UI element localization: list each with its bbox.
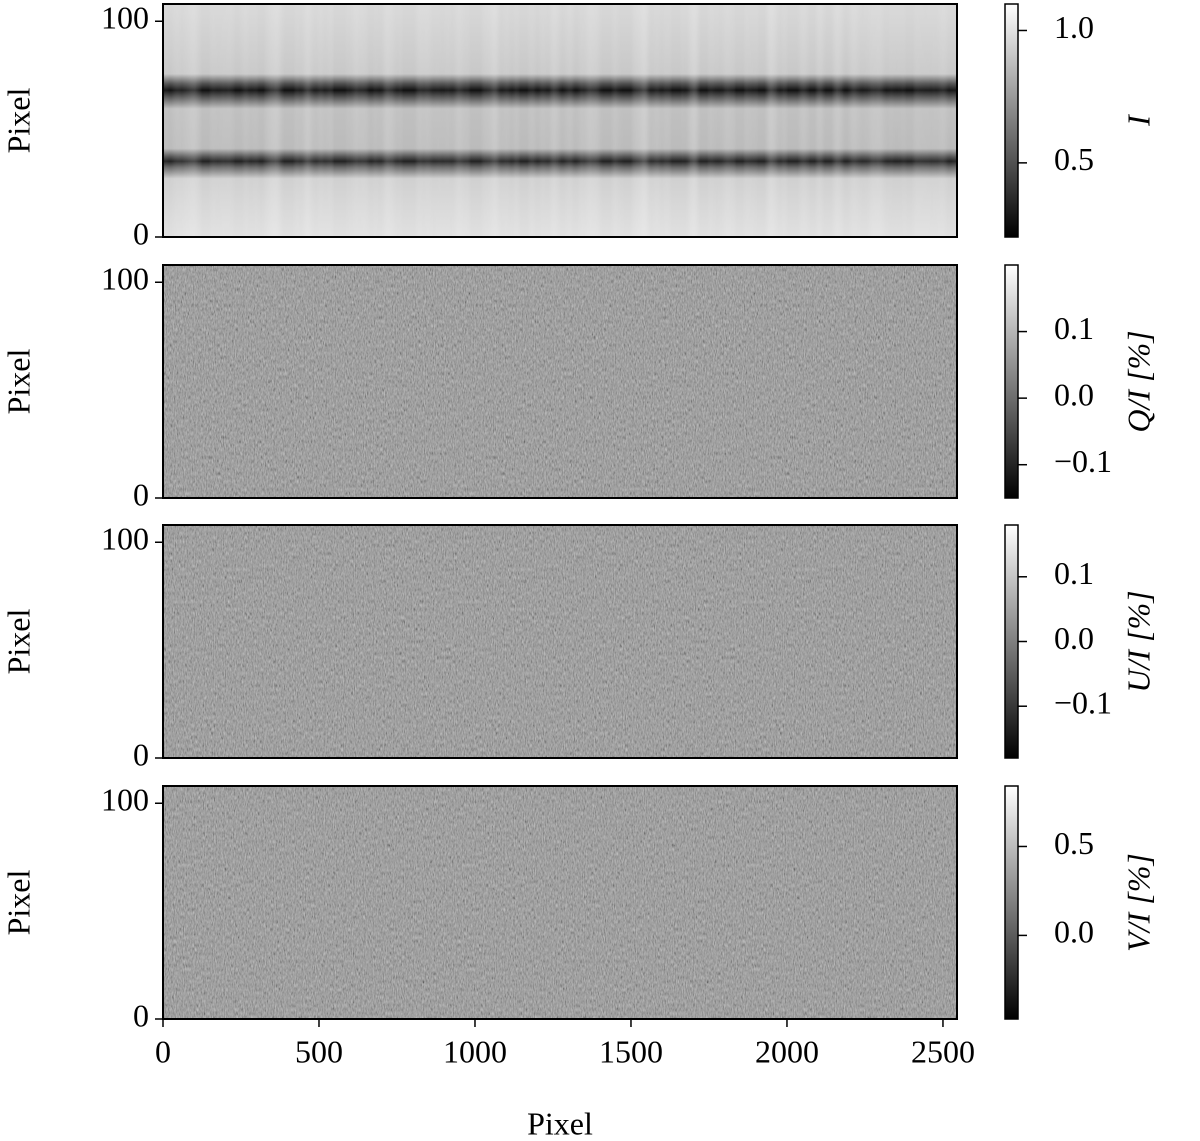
x-tick-label: 1000 xyxy=(443,1033,507,1069)
colorbar-tick-label: 0.0 xyxy=(1054,376,1094,412)
heatmap-texture xyxy=(163,786,957,1019)
x-tick-label: 2500 xyxy=(911,1033,975,1069)
x-tick-label: 2000 xyxy=(755,1033,819,1069)
y-tick-label: 0 xyxy=(133,476,149,512)
plot-frame xyxy=(162,785,958,1020)
panel: 0 100 Pixel −0.1 0.0 0.1 Q/I [%] xyxy=(0,261,1156,513)
colorbar xyxy=(1004,524,1019,759)
colorbar xyxy=(1004,785,1019,1020)
colorbar-tick-label: 0.5 xyxy=(1054,141,1094,177)
y-axis-label: Pixel xyxy=(0,88,36,154)
colorbar-tick-label: 0.1 xyxy=(1054,555,1094,591)
y-tick-label: 100 xyxy=(101,261,149,297)
colorbar-label: Q/I [%] xyxy=(1120,330,1156,432)
plot-frame xyxy=(162,524,958,759)
y-tick-label: 100 xyxy=(101,521,149,557)
x-tick-label: 1500 xyxy=(599,1033,663,1069)
y-tick-label: 100 xyxy=(101,0,149,36)
plot-frame xyxy=(162,264,958,499)
y-axis-label: Pixel xyxy=(0,349,36,415)
panel: 0 100 Pixel 0.5 1.0 I xyxy=(0,0,1156,251)
heatmap-texture xyxy=(163,265,957,498)
colorbar xyxy=(1004,264,1019,499)
y-tick-label: 0 xyxy=(133,215,149,251)
colorbar-label: I xyxy=(1120,114,1156,127)
heatmap-texture xyxy=(163,525,957,758)
y-axis-label: Pixel xyxy=(0,609,36,675)
y-tick-label: 0 xyxy=(133,997,149,1033)
x-tick-label: 0 xyxy=(155,1033,171,1069)
plot-frame xyxy=(162,3,958,238)
y-tick-label: 100 xyxy=(101,782,149,818)
y-axis-label: Pixel xyxy=(0,870,36,936)
colorbar-tick-label: 0.5 xyxy=(1054,825,1094,861)
colorbar-tick-label: −0.1 xyxy=(1054,443,1112,479)
y-tick-label: 0 xyxy=(133,736,149,772)
colorbar-label: V/I [%] xyxy=(1120,853,1156,952)
x-tick-label: 500 xyxy=(295,1033,343,1069)
colorbar-tick-label: 0.0 xyxy=(1054,620,1094,656)
panel: 0 100 Pixel 0 500 1000 1500 2000 2500 Pixel 0.0 0.5… xyxy=(0,782,1156,1141)
colorbar xyxy=(1004,3,1019,238)
colorbar-tick-label: 0.1 xyxy=(1054,310,1094,346)
colorbar-tick-label: 1.0 xyxy=(1054,9,1094,45)
panels: 0 100 Pixel 0.5 1.0 I 0 100 Pixel −0.1 0.0 0.1 Q/I [… xyxy=(0,0,1156,1141)
heatmap-texture xyxy=(163,4,957,237)
panel: 0 100 Pixel −0.1 0.0 0.1 U/I [%] xyxy=(0,521,1156,773)
x-axis-label: Pixel xyxy=(527,1105,593,1141)
colorbar-tick-label: −0.1 xyxy=(1054,685,1112,721)
colorbar-label: U/I [%] xyxy=(1120,590,1156,692)
colorbar-tick-label: 0.0 xyxy=(1054,914,1094,950)
